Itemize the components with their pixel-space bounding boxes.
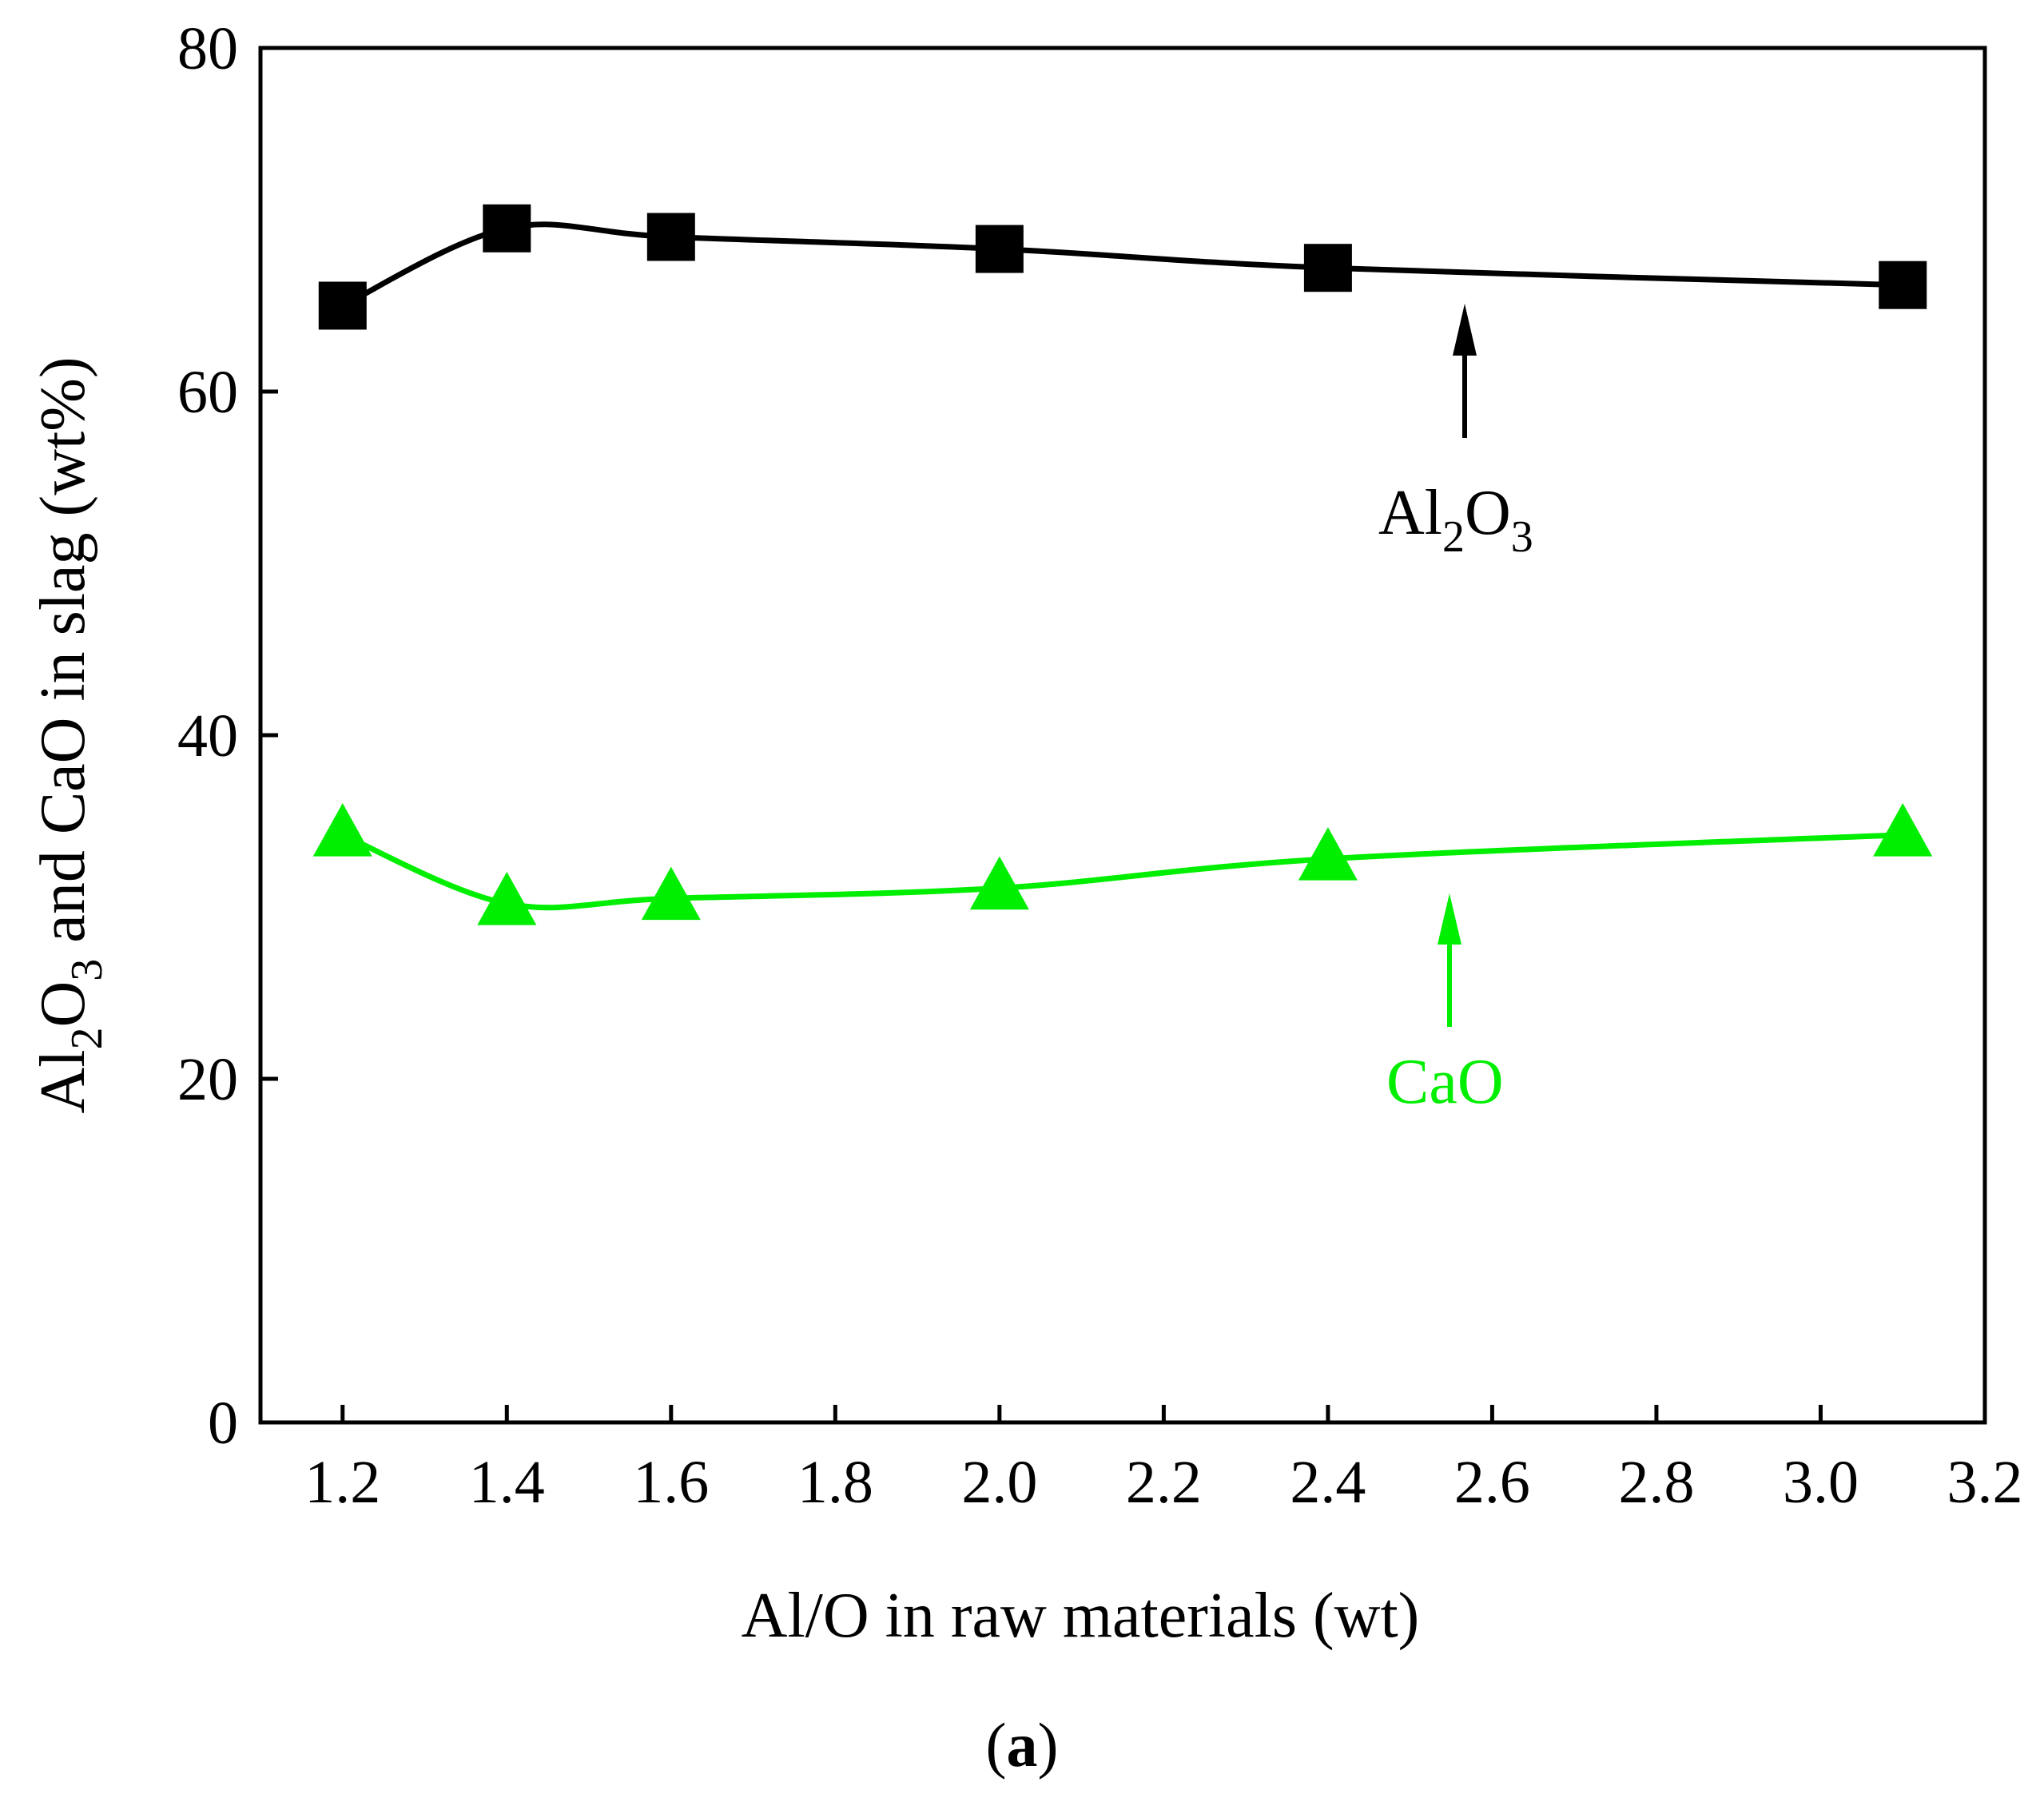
x-tick-label: 2.6 — [1454, 1449, 1530, 1516]
y-tick-label: 0 — [208, 1390, 238, 1457]
x-tick-label: 1.6 — [633, 1449, 709, 1516]
x-tick-label: 2.0 — [961, 1449, 1037, 1516]
cao-arrow-head — [1438, 893, 1461, 945]
al2o3-label: Al2O3 — [1378, 478, 1533, 562]
cao-point — [312, 803, 372, 857]
x-tick-label: 2.4 — [1290, 1449, 1366, 1516]
y-axis-title: Al2O3 and CaO in slag (wt%) — [28, 357, 112, 1114]
x-axis: 1.2 1.4 1.6 1.8 2.0 2.2 2.4 2.6 2.8 3.0 3.2 — [304, 1405, 2023, 1516]
cao-line — [341, 832, 1903, 911]
series-layer — [312, 204, 1933, 925]
x-tick-label: 3.2 — [1947, 1449, 2023, 1516]
cao-annotation: CaO — [1386, 893, 1504, 1117]
y-tick-label: 20 — [177, 1046, 238, 1113]
x-axis-title: Al/O in raw materials (wt) — [742, 1581, 1420, 1651]
series-al2o3 — [318, 204, 1927, 330]
cao-point — [1873, 803, 1933, 857]
al2o3-line — [341, 221, 1903, 308]
al2o3-annotation: Al2O3 — [1378, 304, 1533, 562]
x-tick-label: 1.8 — [797, 1449, 873, 1516]
al2o3-point — [975, 225, 1024, 273]
al2o3-arrow-head — [1453, 304, 1477, 356]
cao-point — [969, 856, 1029, 910]
cao-point — [641, 866, 701, 921]
al2o3-point — [1303, 244, 1352, 292]
y-tick-label: 60 — [177, 359, 238, 426]
al2o3-point — [1879, 261, 1927, 309]
al2o3-point — [483, 204, 531, 253]
series-cao — [312, 803, 1933, 925]
y-tick-label: 80 — [177, 15, 238, 82]
cao-label: CaO — [1386, 1047, 1504, 1117]
y-tick-label: 40 — [177, 702, 238, 770]
x-tick-label: 2.8 — [1618, 1449, 1694, 1516]
x-tick-label: 3.0 — [1783, 1449, 1859, 1516]
cao-point — [1298, 827, 1358, 881]
x-tick-label: 2.2 — [1126, 1449, 1202, 1516]
figure-caption: (a) — [986, 1710, 1059, 1780]
x-tick-label: 1.2 — [304, 1449, 380, 1516]
x-tick-label: 1.4 — [469, 1449, 545, 1516]
cao-point — [477, 872, 537, 925]
y-axis: 0 20 40 60 80 — [177, 15, 278, 1457]
al2o3-point — [646, 213, 695, 261]
al2o3-point — [318, 281, 367, 330]
